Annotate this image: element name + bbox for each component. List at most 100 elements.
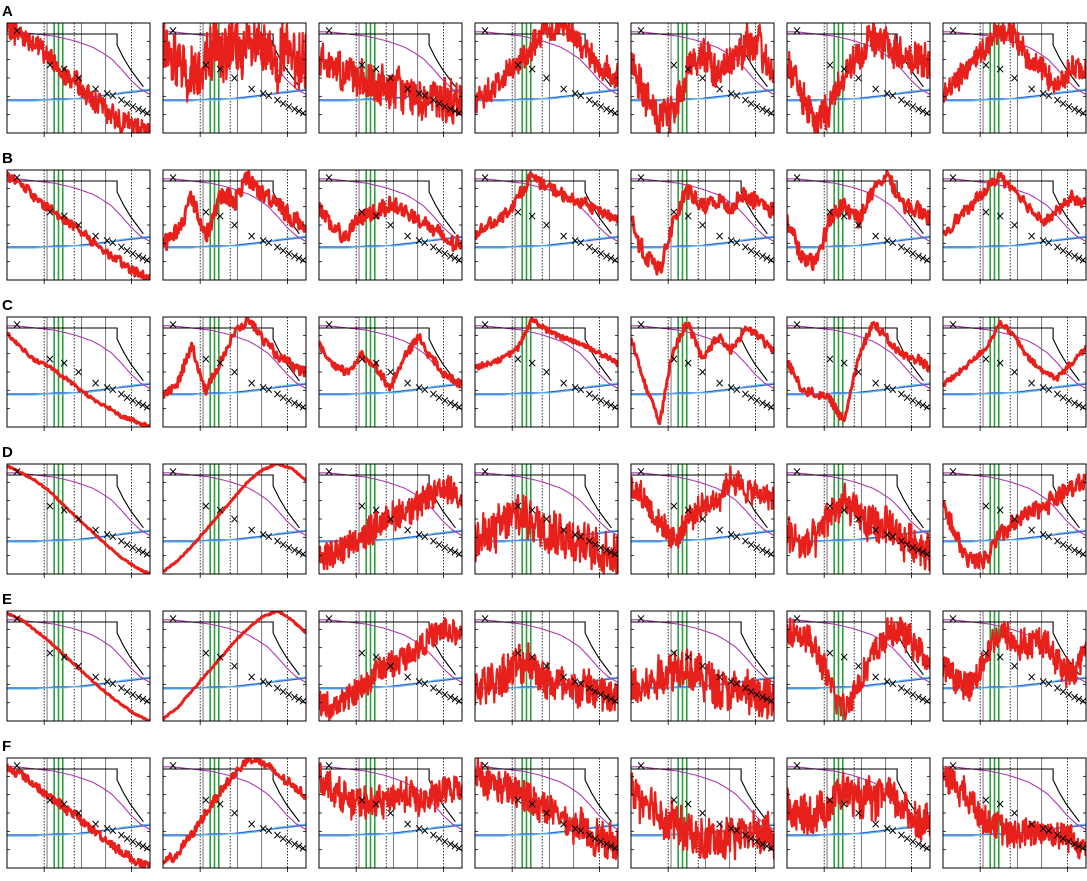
x-marker: × [229, 365, 239, 379]
x-marker: × [414, 527, 424, 541]
x-marker: × [948, 759, 958, 773]
x-marker: × [294, 839, 304, 853]
x-marker: × [914, 102, 924, 116]
x-marker: × [918, 545, 928, 559]
x-marker: × [1074, 692, 1084, 706]
x-marker: × [902, 831, 912, 845]
x-marker: × [454, 547, 464, 561]
x-marker: × [201, 793, 211, 807]
signal-line [787, 23, 930, 133]
panel-F-1: ×× ××× ×××××××× [6, 757, 151, 872]
x-marker: × [446, 690, 456, 704]
panel-E-7: ×× ××× ×××××××× [942, 610, 1087, 725]
x-marker: × [669, 793, 679, 807]
x-marker: × [888, 89, 898, 103]
x-marker: × [918, 839, 928, 853]
x-marker: × [559, 82, 569, 96]
x-marker: × [853, 218, 863, 232]
cyan-flat-curve [163, 382, 306, 396]
x-marker: × [766, 841, 776, 855]
panel-plot-area: ×× ××× ×××××××× [631, 464, 774, 574]
x-marker: × [513, 793, 523, 807]
x-marker: × [922, 694, 932, 708]
x-marker: × [298, 253, 308, 267]
x-marker: × [201, 58, 211, 72]
x-marker: × [290, 543, 300, 557]
panel-F-6: ×× ××× ×××××××× [786, 757, 931, 872]
signal-line [7, 171, 150, 280]
magenta-decay-curve [319, 178, 462, 242]
x-marker: × [513, 499, 523, 513]
panel-plot-area: ×× ××× ×××××××× [475, 317, 618, 427]
x-marker: × [584, 534, 594, 548]
panel-plot-area: ×× ××× ×××××××× [7, 611, 150, 721]
x-marker: × [229, 806, 239, 820]
panel-A-3: ×× ××× ×××××××× [318, 22, 463, 137]
x-marker: × [740, 681, 750, 695]
black-step-curve [475, 768, 612, 823]
row-A: A×× ××× ×××××××××× ××× ×××××××××× ××× ××××××××… [2, 3, 1087, 137]
x-marker: × [590, 537, 600, 551]
signal-line [787, 616, 930, 721]
x-marker: × [888, 236, 898, 250]
x-marker: × [128, 394, 138, 408]
x-marker: × [258, 233, 268, 247]
x-marker: × [201, 499, 211, 513]
black-step-curve [163, 621, 300, 676]
panel-plot-area: ×× ××× ×××××××× [7, 464, 150, 574]
x-marker: × [229, 71, 239, 85]
x-marker: × [758, 396, 768, 410]
x-marker: × [948, 318, 958, 332]
signal-line [163, 317, 306, 399]
x-marker: × [752, 394, 762, 408]
x-marker: × [995, 209, 1005, 223]
x-marker: × [134, 837, 144, 851]
x-marker: × [669, 499, 679, 513]
x-marker: × [385, 218, 395, 232]
magenta-decay-curve [787, 31, 930, 95]
x-marker: × [995, 62, 1005, 76]
panel-plot-area: ×× ××× ×××××××× [319, 317, 464, 427]
x-marker: × [134, 249, 144, 263]
panel-plot-area: ×× ××× ×××××××× [475, 464, 618, 574]
signal-line [319, 333, 462, 392]
x-marker: × [12, 612, 22, 626]
x-marker: × [590, 96, 600, 110]
x-marker: × [201, 352, 211, 366]
x-marker: × [839, 503, 849, 517]
x-marker: × [454, 400, 464, 414]
x-marker: × [284, 100, 294, 114]
x-marker: × [272, 387, 282, 401]
panel-plot-area: ×× ××× ×××××××× [787, 23, 932, 133]
x-marker: × [1027, 817, 1037, 831]
x-marker: × [264, 89, 274, 103]
black-step-curve [475, 621, 612, 676]
panel-B-1: ×× ××× ×××××××× [6, 169, 151, 284]
x-marker: × [766, 400, 776, 414]
cyan-flat-curve [943, 529, 1086, 543]
x-marker: × [902, 243, 912, 257]
panel-plot-area: ×× ××× ×××××××× [943, 23, 1086, 133]
x-marker: × [792, 465, 802, 479]
x-marker: × [576, 383, 586, 397]
x-marker: × [527, 503, 537, 517]
panel-plot-area: ×× ××× ×××××××× [943, 317, 1086, 427]
x-marker: × [762, 104, 772, 118]
panel-plot-area: ×× ××× ×××××××× [631, 23, 774, 133]
panel-D-6: ×× ××× ×××××××× [786, 463, 931, 578]
x-marker: × [1074, 104, 1084, 118]
panel-A-2: ×× ××× ×××××××× [162, 22, 307, 137]
x-marker: × [12, 759, 22, 773]
panel-C-7: ×× ××× ×××××××× [942, 316, 1087, 431]
panel-C-6: ×× ××× ×××××××× [786, 316, 931, 431]
signal-line [475, 758, 618, 861]
cyan-flat-curve [475, 823, 618, 837]
cyan-flat-curve [7, 88, 150, 102]
x-marker: × [752, 541, 762, 555]
x-marker: × [122, 243, 132, 257]
x-marker: × [168, 465, 178, 479]
x-marker: × [853, 512, 863, 526]
x-marker: × [766, 253, 776, 267]
x-marker: × [922, 106, 932, 120]
x-marker: × [715, 82, 725, 96]
